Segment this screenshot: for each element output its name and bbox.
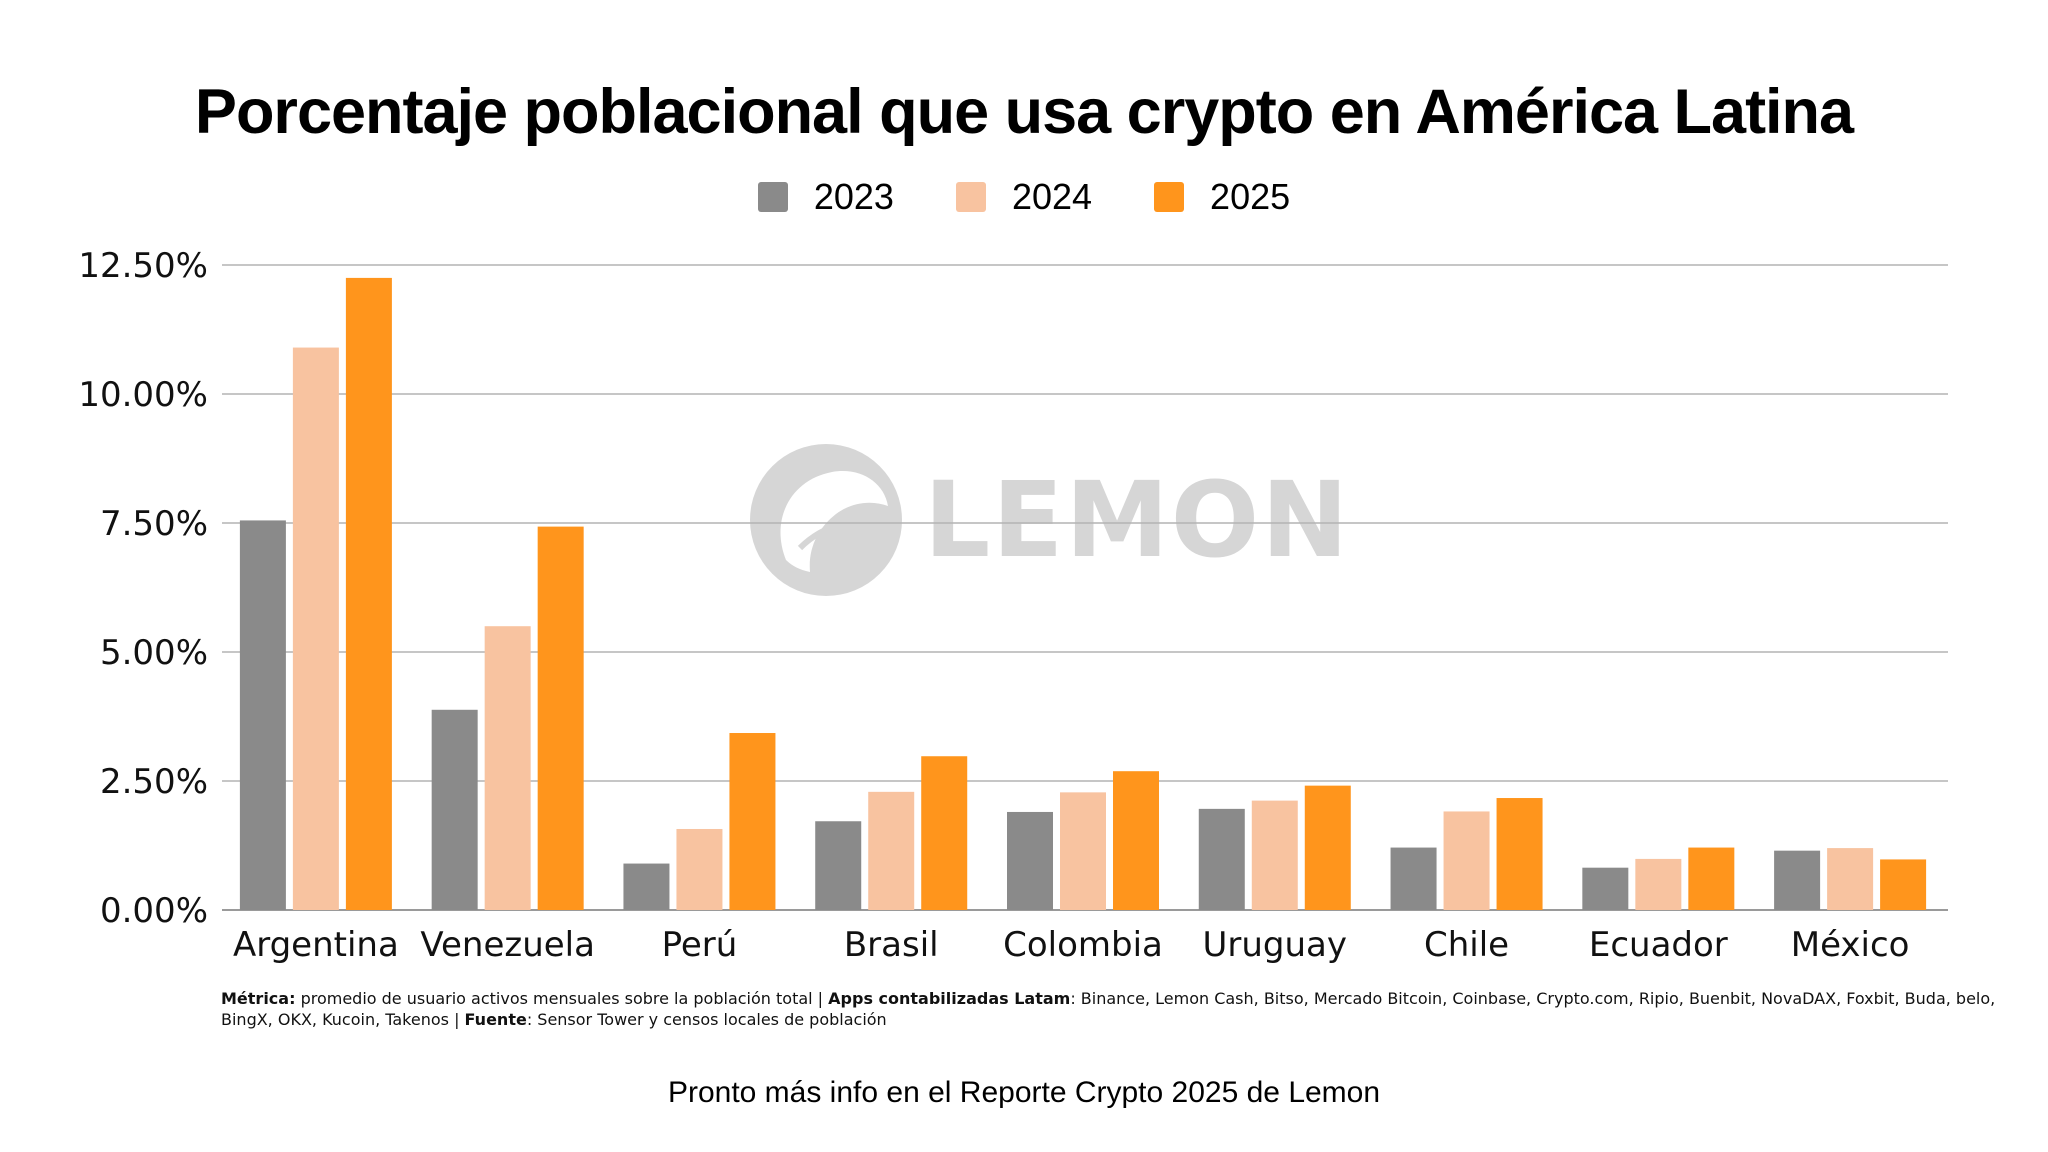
bar-2023	[815, 821, 862, 910]
bar-2025	[537, 526, 584, 910]
legend-swatch-2023	[757, 182, 788, 212]
apps-text: : Binance, Lemon Cash, Bitso, Mercado Bi…	[221, 989, 1996, 1029]
legend-item-2024: 2024	[955, 176, 1093, 218]
x-tick-label: Chile	[1424, 925, 1509, 965]
metric-label: Métrica:	[221, 989, 296, 1008]
footnote: Métrica: promedio de usuario activos men…	[221, 988, 2011, 1030]
x-tick-label: Perú	[662, 925, 738, 965]
bar-2025	[1304, 785, 1351, 910]
watermark: LEMON	[750, 444, 1350, 596]
x-tick-label: México	[1791, 925, 1910, 965]
lemon-logo-icon	[750, 444, 902, 596]
legend-label-2024: 2024	[1011, 176, 1093, 217]
legend-item-2025: 2025	[1154, 176, 1290, 218]
bar-2024	[676, 828, 723, 910]
x-tick-label: Ecuador	[1589, 925, 1728, 965]
apps-label: Apps contabilizadas Latam	[828, 989, 1071, 1008]
bar-2024	[868, 791, 915, 910]
bar-2024	[1827, 848, 1874, 910]
bar-2023	[431, 709, 478, 910]
bar-2025	[921, 756, 968, 910]
bar-2023	[1582, 867, 1629, 910]
legend-swatch-2024	[955, 182, 986, 212]
x-tick-label: Brasil	[844, 925, 939, 965]
bar-2025	[345, 277, 392, 910]
legend-item-2023: 2023	[757, 176, 894, 218]
bar-2023	[239, 520, 286, 910]
bar-2023	[1390, 847, 1437, 910]
y-tick-label: 7.50%	[100, 504, 208, 544]
x-tick-label: Colombia	[1003, 925, 1163, 965]
footer-text: Pronto más info en el Reporte Crypto 202…	[667, 1076, 1381, 1109]
bar-2024	[484, 626, 531, 910]
bar-2024	[1060, 792, 1106, 910]
bar-2024	[1635, 858, 1682, 910]
bar-2023	[623, 863, 670, 910]
legend: 2023 2024 2025	[0, 176, 2048, 218]
watermark-text: LEMON	[924, 459, 1350, 581]
legend-swatch-2025	[1154, 182, 1185, 212]
bar-2025	[1880, 859, 1927, 910]
x-tick-label: Venezuela	[420, 925, 595, 965]
chart-title: Porcentaje poblacional que usa crypto en…	[194, 77, 1854, 147]
y-tick-label: 12.50%	[78, 246, 208, 286]
y-tick-label: 0.00%	[100, 891, 208, 931]
source-text: : Sensor Tower y censos locales de pobla…	[526, 1010, 887, 1029]
bar-2025	[1113, 771, 1159, 910]
x-tick-label: Argentina	[233, 925, 399, 965]
y-tick-label: 5.00%	[100, 633, 208, 673]
bar-2025	[1688, 847, 1735, 910]
bar-2023	[1198, 808, 1245, 910]
metric-text: promedio de usuario activos mensuales so…	[295, 989, 829, 1008]
bar-2024	[292, 347, 339, 910]
legend-label-2025: 2025	[1210, 176, 1291, 217]
source-label: Fuente	[464, 1010, 527, 1029]
bar-2024	[1251, 800, 1298, 910]
bar-2023	[1774, 850, 1821, 910]
bar-2025	[1496, 798, 1543, 910]
x-tick-label: Uruguay	[1203, 925, 1348, 965]
bar-2024	[1443, 811, 1490, 910]
bar-2023	[1007, 811, 1053, 910]
bar-2025	[729, 733, 776, 910]
legend-label-2023: 2023	[813, 176, 894, 217]
y-tick-label: 2.50%	[100, 762, 208, 802]
y-tick-label: 10.00%	[78, 375, 208, 415]
